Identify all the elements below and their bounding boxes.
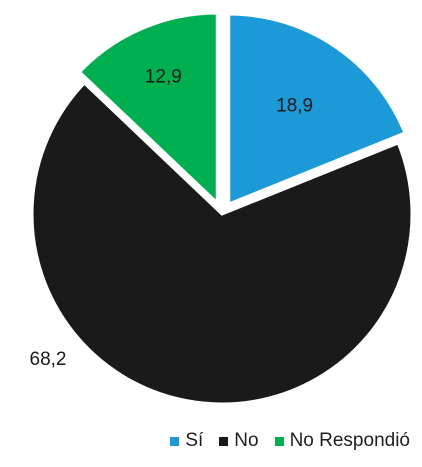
legend: Sí No No Respondió [0,426,422,456]
legend-swatch-si [170,436,180,446]
data-label-no: 68,2 [30,349,67,370]
legend-label-no: No [234,430,259,451]
pie-slice-no-respondio [77,11,219,207]
pie-slice-no [30,80,414,406]
data-label-si: 18,9 [276,95,313,116]
legend-label-si: Sí [185,430,204,451]
legend-label-no-respondio: No Respondió [289,430,410,451]
data-label-no-respondio: 12,9 [145,66,182,87]
legend-swatch-no-respondio [274,436,284,446]
legend-item-no-respondio: No Respondió [274,430,410,452]
pie-slice-si [227,12,407,207]
legend-item-no: No [219,430,259,452]
legend-swatch-no [219,436,229,446]
legend-item-si: Sí [170,430,203,452]
